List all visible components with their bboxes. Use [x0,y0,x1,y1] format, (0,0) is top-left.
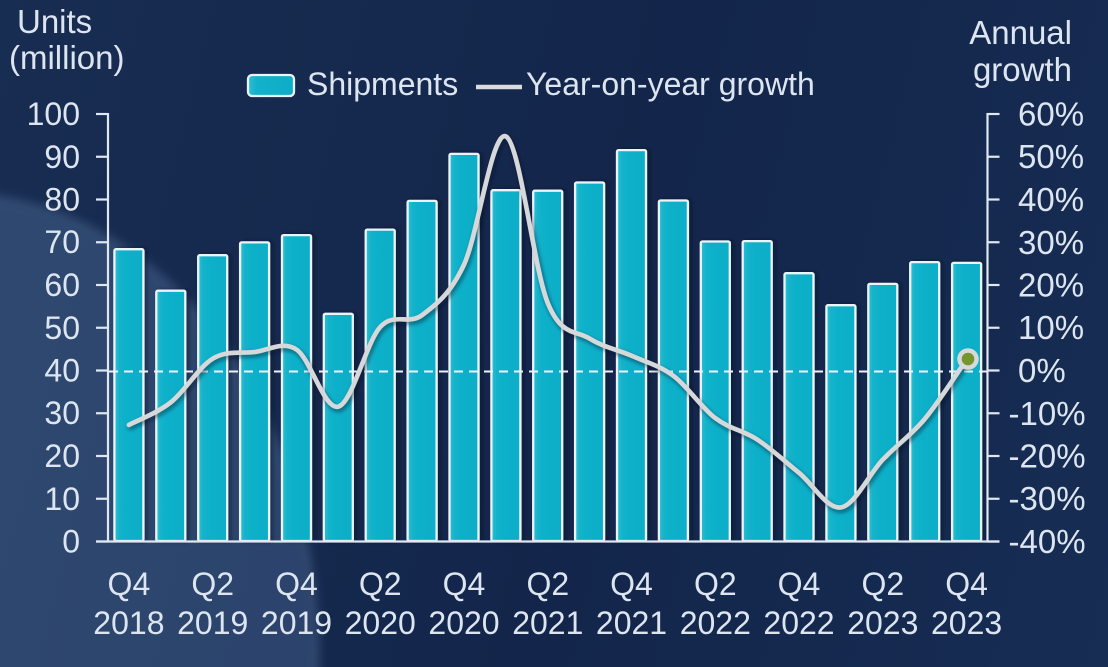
svg-text:40%: 40% [1018,181,1084,218]
svg-text:2019: 2019 [261,605,332,641]
svg-text:Q4: Q4 [275,566,318,602]
svg-text:Q4: Q4 [945,566,988,602]
svg-text:Q2: Q2 [191,566,234,602]
svg-text:Q2: Q2 [694,566,737,602]
svg-text:Q2: Q2 [861,566,904,602]
svg-text:50%: 50% [1018,138,1084,175]
svg-text:30%: 30% [1018,224,1084,261]
svg-text:-40%: -40% [1009,523,1086,560]
svg-text:growth: growth [973,51,1072,88]
svg-text:Q4: Q4 [610,566,653,602]
svg-text:90: 90 [44,139,80,175]
svg-text:40: 40 [44,353,80,389]
svg-text:50: 50 [44,310,80,346]
svg-text:2020: 2020 [428,605,499,641]
svg-text:60%: 60% [1018,96,1084,133]
svg-text:2022: 2022 [763,605,834,641]
svg-text:Year-on-year growth: Year-on-year growth [526,66,815,102]
svg-text:60: 60 [44,267,80,303]
svg-text:10: 10 [44,481,80,517]
svg-text:2021: 2021 [596,605,667,641]
svg-text:-30%: -30% [1009,480,1086,517]
svg-text:-20%: -20% [1009,438,1086,475]
svg-text:80: 80 [44,182,80,218]
svg-text:2023: 2023 [847,605,918,641]
svg-text:2018: 2018 [93,605,164,641]
svg-text:2019: 2019 [177,605,248,641]
svg-text:2020: 2020 [345,605,416,641]
svg-text:2021: 2021 [512,605,583,641]
svg-text:Shipments: Shipments [307,66,458,102]
svg-text:30: 30 [44,395,80,431]
svg-text:100: 100 [27,96,80,132]
svg-text:70: 70 [44,224,80,260]
svg-text:10%: 10% [1018,309,1084,346]
svg-text:Q4: Q4 [778,566,821,602]
svg-text:Units: Units [17,3,92,40]
svg-text:2023: 2023 [931,605,1002,641]
svg-text:0%: 0% [1018,352,1066,389]
svg-text:Q2: Q2 [359,566,402,602]
svg-text:20: 20 [44,438,80,474]
svg-text:Q2: Q2 [526,566,569,602]
svg-text:2022: 2022 [680,605,751,641]
svg-text:(million): (million) [9,39,125,76]
svg-text:-10%: -10% [1009,395,1086,432]
svg-text:0: 0 [62,524,80,560]
svg-text:20%: 20% [1018,267,1084,304]
svg-text:Annual: Annual [969,14,1072,51]
svg-text:Q4: Q4 [108,566,151,602]
svg-text:Q4: Q4 [443,566,486,602]
